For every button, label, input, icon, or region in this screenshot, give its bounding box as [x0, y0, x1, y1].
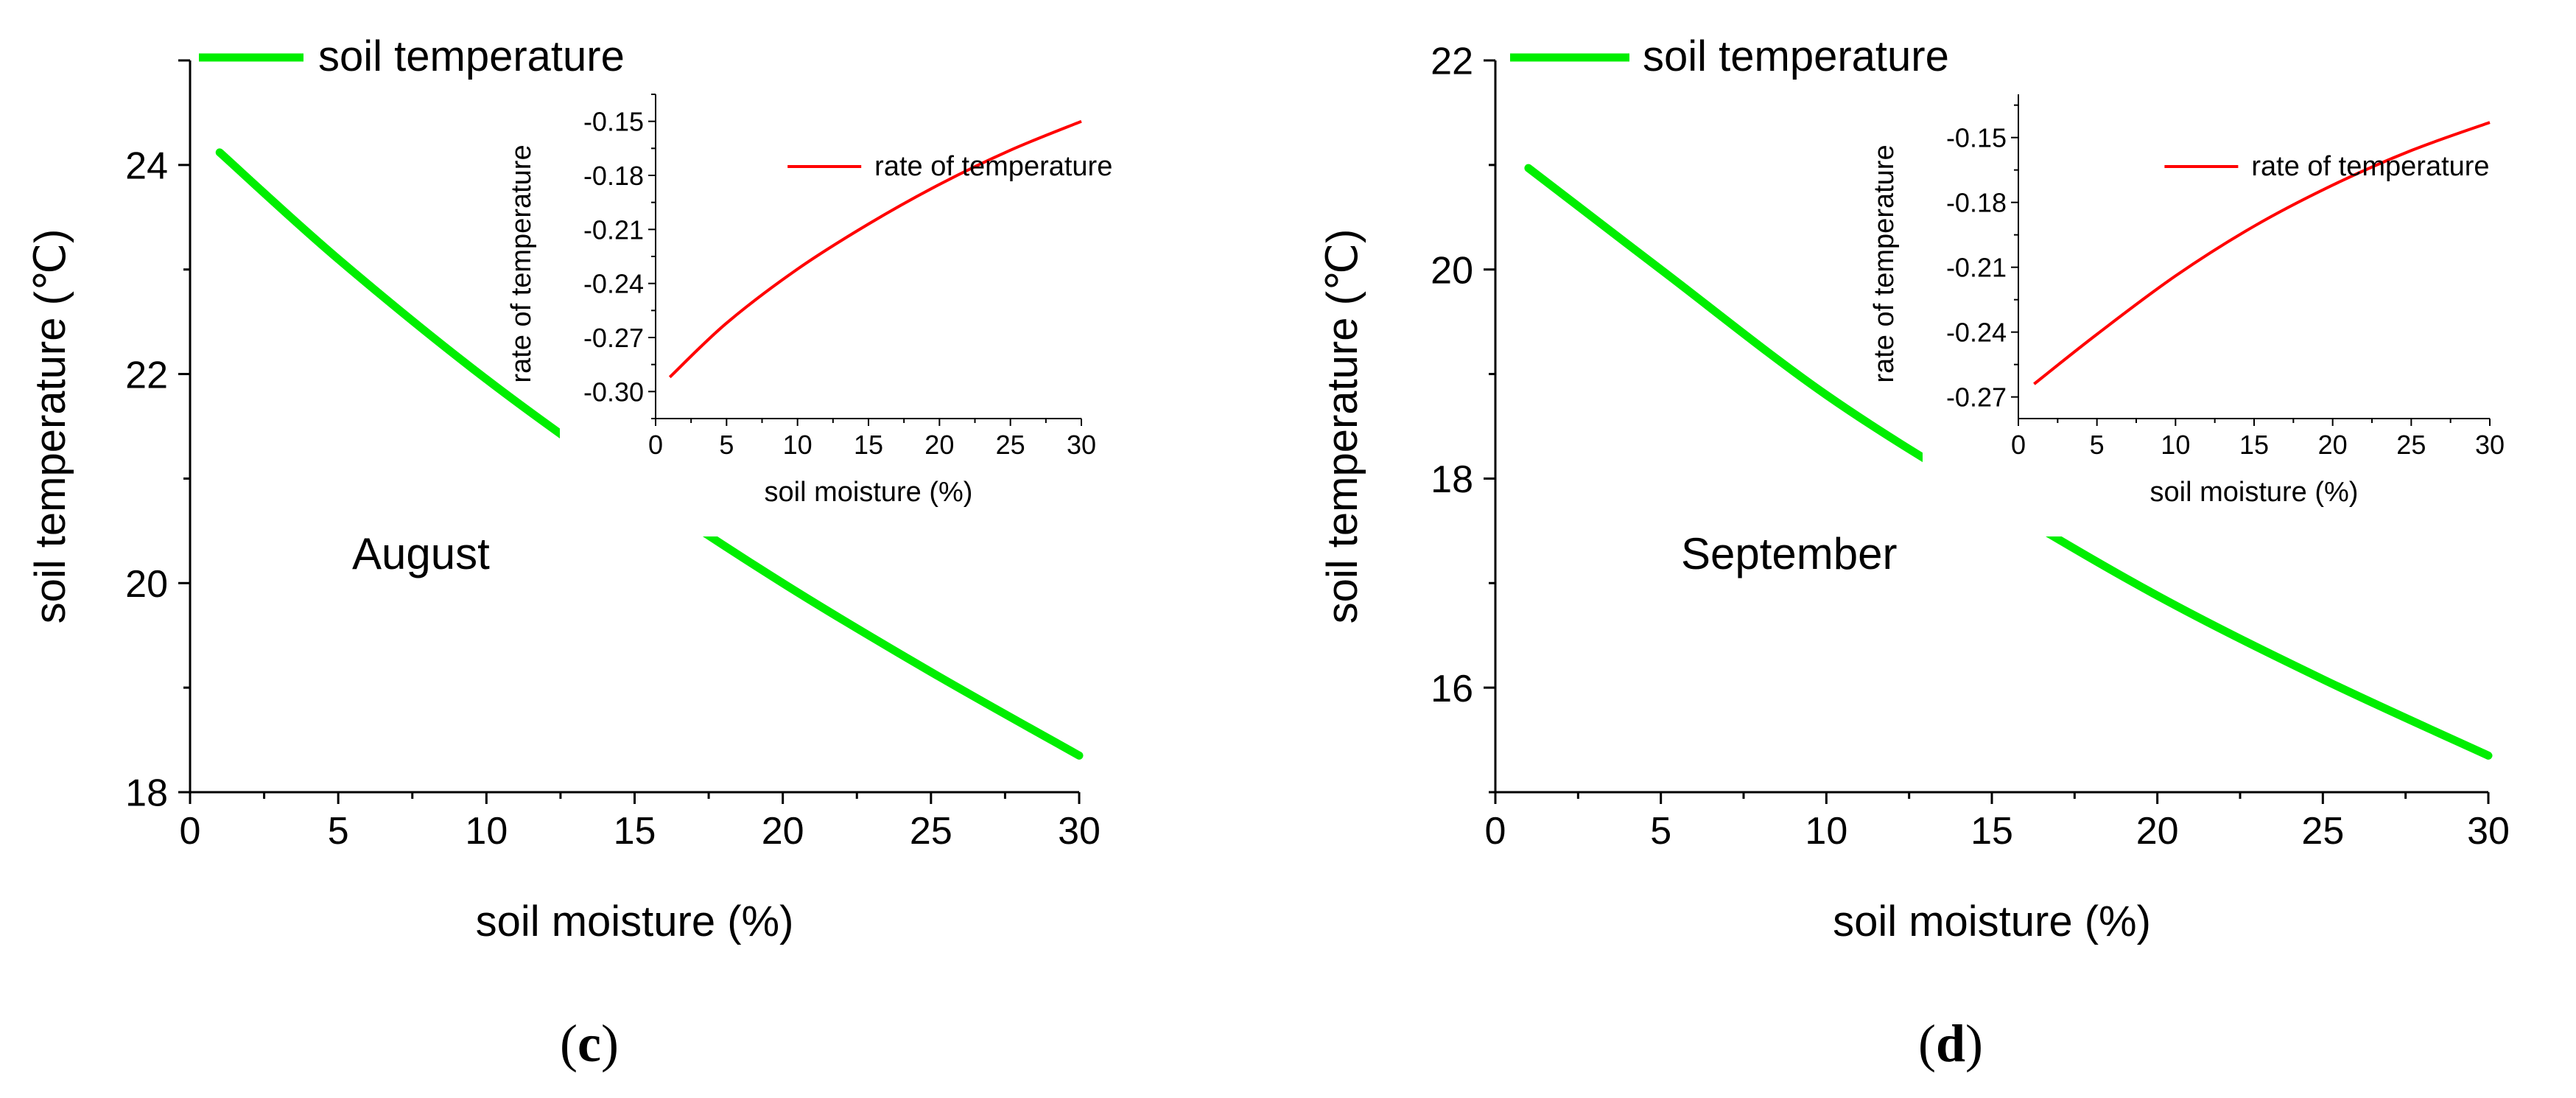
panel-label-close: ) — [1965, 1014, 1983, 1073]
inset-y-tick-label: -0.18 — [583, 161, 644, 191]
main-x-tick-label: 10 — [465, 810, 508, 853]
main-y-tick-label: 18 — [125, 772, 168, 815]
main-y-tick-label: 20 — [125, 563, 168, 606]
main-y-tick-label: 16 — [1431, 668, 1473, 710]
main-x-tick-label: 25 — [2301, 810, 2344, 853]
inset-y-tick-label: -0.21 — [1946, 253, 2007, 283]
inset-y-tick-label: -0.27 — [1946, 382, 2007, 413]
main-x-tick-label: 10 — [1805, 810, 1847, 853]
rate-of-temperature-line — [668, 119, 1082, 379]
inset-y-tick-label: -0.18 — [1946, 188, 2007, 218]
main-x-tick-label: 25 — [910, 810, 952, 853]
inset-x-tick-label: 25 — [2396, 430, 2426, 460]
main-x-tick-label: 30 — [2467, 810, 2510, 853]
inset-x-tick-label: 10 — [783, 430, 813, 460]
inset-y-tick-label: -0.24 — [583, 269, 644, 299]
main-y-tick-label: 18 — [1431, 458, 1473, 501]
inset-background — [1923, 87, 2505, 536]
main-y-tick-label: 22 — [1431, 41, 1473, 83]
y-axis-title: soil temperature (℃) — [27, 229, 74, 624]
month-annotation: September — [1681, 529, 1898, 578]
main-y-tick-label: 20 — [1431, 249, 1473, 292]
inset-y-tick-label: -0.27 — [583, 323, 644, 353]
inset-y-tick-label: -0.15 — [583, 107, 644, 137]
panel-label-letter: d — [1936, 1014, 1965, 1073]
main-x-tick-label: 30 — [1058, 810, 1101, 853]
panel-label-letter: c — [578, 1014, 601, 1073]
main-x-tick-label: 0 — [1485, 810, 1506, 853]
inset-x-tick-label: 10 — [2161, 430, 2190, 460]
panel-label: (d) — [1918, 1014, 1983, 1073]
x-axis-title: soil moisture (%) — [1833, 898, 2151, 945]
panel-label-close: ) — [601, 1014, 619, 1073]
legend-label-soil-temperature: soil temperature — [318, 32, 625, 80]
inset-x-tick-label: 15 — [2239, 430, 2269, 460]
legend-label-rate-of-temperature: rate of temperature — [874, 151, 1112, 182]
inset-background — [560, 87, 1096, 536]
inset-y-tick-label: -0.21 — [583, 214, 644, 245]
inset-x-tick-label: 5 — [719, 430, 734, 460]
main-x-tick-label: 20 — [762, 810, 804, 853]
panel-label-open: ( — [560, 1014, 578, 1073]
inset-y-tick-label: -0.15 — [1946, 123, 2007, 153]
inset-y-axis-title: rate of temperature — [506, 144, 537, 382]
main-x-tick-label: 5 — [328, 810, 349, 853]
y-axis-title: soil temperature (℃) — [1319, 229, 1366, 624]
panel-label: (c) — [560, 1014, 619, 1073]
panel-c: 0 5 10 15 20 25 30 18 20 22 24 soil temperature soil… — [27, 32, 1112, 1073]
inset-x-tick-label: 30 — [2475, 430, 2505, 460]
main-x-tick-label: 15 — [614, 810, 656, 853]
legend-label-soil-temperature: soil temperature — [1643, 32, 1949, 80]
inset-x-tick-label: 0 — [2011, 430, 2026, 460]
legend-label-rate-of-temperature: rate of temperature — [2251, 151, 2489, 182]
inset-chart: 0 5 10 15 20 25 30 -0.27 -0.24 -0.21 -0.18 -0.15 rat… — [1869, 87, 2505, 536]
main-x-tick-label: 5 — [1650, 810, 1671, 853]
main-y-tick-label: 24 — [125, 145, 168, 188]
panel-d: 0 5 10 15 20 25 30 16 18 20 22 soil temperature soil… — [1319, 32, 2510, 1073]
inset-x-tick-label: 25 — [996, 430, 1025, 460]
month-annotation: August — [352, 529, 490, 578]
inset-y-tick-label: -0.30 — [583, 377, 644, 407]
inset-x-tick-label: 15 — [854, 430, 883, 460]
inset-x-tick-label: 0 — [648, 430, 663, 460]
main-y-tick-label: 22 — [125, 354, 168, 396]
inset-x-tick-label: 5 — [2090, 430, 2105, 460]
panel-label-open: ( — [1918, 1014, 1936, 1073]
inset-x-axis-title: soil moisture (%) — [2150, 477, 2359, 508]
inset-x-tick-label: 20 — [2318, 430, 2348, 460]
inset-chart: 0 5 10 15 20 25 30 -0.30 -0.27 -0.24 -0.21 -0.18 -0.… — [506, 87, 1112, 536]
inset-x-axis-title: soil moisture (%) — [765, 477, 973, 508]
inset-x-tick-label: 30 — [1067, 430, 1096, 460]
inset-x-tick-label: 20 — [924, 430, 954, 460]
x-axis-title: soil moisture (%) — [476, 898, 794, 945]
main-x-tick-label: 15 — [1970, 810, 2013, 853]
rate-of-temperature-line — [2033, 121, 2491, 385]
main-x-tick-label: 0 — [180, 810, 201, 853]
main-x-tick-label: 20 — [2136, 810, 2179, 853]
inset-y-axis-title: rate of temperature — [1869, 144, 1900, 382]
inset-y-tick-label: -0.24 — [1946, 318, 2007, 348]
